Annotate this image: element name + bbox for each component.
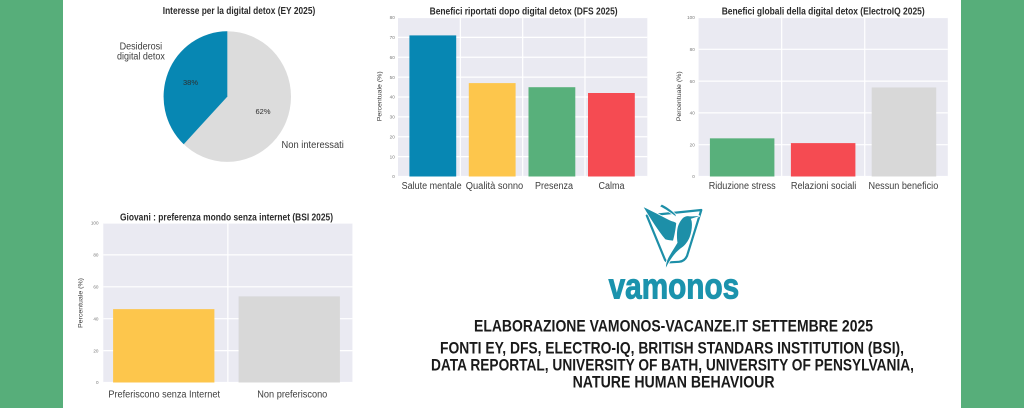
svg-text:100: 100 xyxy=(687,15,695,20)
svg-text:Desiderosi: Desiderosi xyxy=(120,41,163,52)
svg-text:62%: 62% xyxy=(256,109,271,116)
svg-text:Non interessati: Non interessati xyxy=(282,140,344,151)
svg-text:Calma: Calma xyxy=(599,181,625,192)
svg-text:60: 60 xyxy=(93,285,99,290)
svg-text:80: 80 xyxy=(690,47,696,52)
svg-text:30: 30 xyxy=(390,115,396,120)
svg-text:FONTI EY, DFS, ELECTRO-IQ, BRI: FONTI EY, DFS, ELECTRO-IQ, BRITISH STAND… xyxy=(440,339,904,358)
svg-text:Preferiscono senza Internet: Preferiscono senza Internet xyxy=(108,390,220,401)
svg-text:80: 80 xyxy=(390,15,396,20)
svg-text:digital detox: digital detox xyxy=(117,51,165,62)
svg-text:Non preferiscono: Non preferiscono xyxy=(257,390,327,401)
svg-text:70: 70 xyxy=(390,35,396,40)
svg-text:Relazioni sociali: Relazioni sociali xyxy=(791,181,857,192)
svg-text:Nessun beneficio: Nessun beneficio xyxy=(869,181,939,192)
svg-text:vamonos: vamonos xyxy=(609,266,740,307)
svg-text:40: 40 xyxy=(690,111,696,116)
svg-text:Salute mentale: Salute mentale xyxy=(402,181,462,192)
svg-text:DATA REPORTAL, UNIVERSITY OF B: DATA REPORTAL, UNIVERSITY OF BATH, UNIVE… xyxy=(431,356,914,375)
svg-text:50: 50 xyxy=(390,75,396,80)
svg-text:Qualità sonno: Qualità sonno xyxy=(466,181,524,192)
svg-text:0: 0 xyxy=(96,380,99,385)
svg-text:10: 10 xyxy=(390,154,396,159)
svg-text:Benefici globali della digital: Benefici globali della digital detox (El… xyxy=(722,7,925,18)
svg-text:80: 80 xyxy=(93,253,99,258)
svg-text:60: 60 xyxy=(390,55,396,60)
svg-text:100: 100 xyxy=(91,221,99,226)
svg-text:20: 20 xyxy=(390,134,396,139)
svg-text:NATURE HUMAN BEHAVIOUR: NATURE HUMAN BEHAVIOUR xyxy=(573,373,775,392)
svg-text:20: 20 xyxy=(93,348,99,353)
svg-text:Interesse per la digital detox: Interesse per la digital detox (EY 2025) xyxy=(163,6,316,17)
svg-text:Percentuale (%): Percentuale (%) xyxy=(377,71,384,121)
svg-text:40: 40 xyxy=(390,95,396,100)
svg-text:38%: 38% xyxy=(183,80,198,87)
svg-text:0: 0 xyxy=(692,174,695,179)
svg-text:Riduzione stress: Riduzione stress xyxy=(709,181,776,192)
svg-text:Percentuale (%): Percentuale (%) xyxy=(78,278,85,328)
svg-text:60: 60 xyxy=(690,79,696,84)
svg-text:0: 0 xyxy=(392,174,395,179)
svg-text:40: 40 xyxy=(93,316,99,321)
svg-text:Percentuale (%): Percentuale (%) xyxy=(676,71,683,121)
svg-text:Presenza: Presenza xyxy=(535,181,573,192)
svg-text:Benefici riportati dopo digita: Benefici riportati dopo digital detox (D… xyxy=(430,7,618,18)
svg-text:ELABORAZIONE VAMONOS-VACANZE.I: ELABORAZIONE VAMONOS-VACANZE.IT SETTEMBR… xyxy=(474,317,873,336)
svg-text:20: 20 xyxy=(690,142,696,147)
svg-text:Giovani : preferenza mondo sen: Giovani : preferenza mondo senza interne… xyxy=(120,212,333,223)
